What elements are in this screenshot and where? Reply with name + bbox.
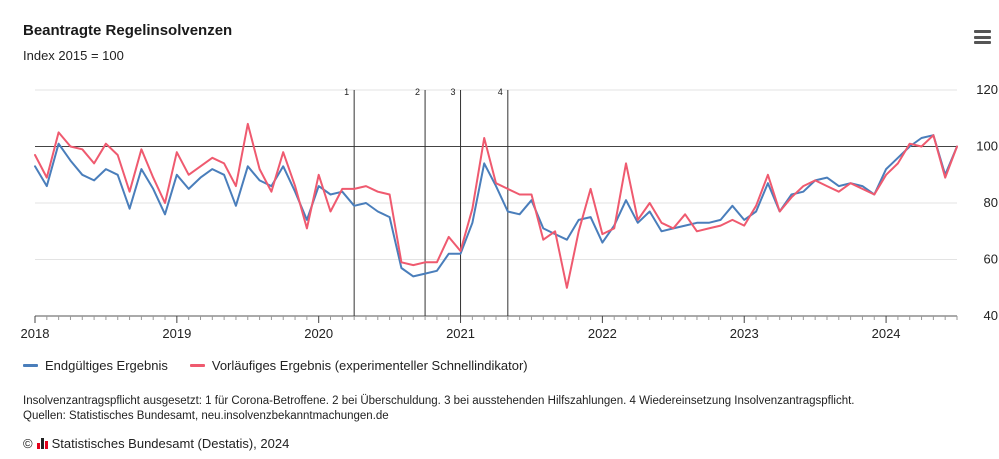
line-chart: 40 60 80 100 120 2018 2019 2020 2021 2022 2023 2024…: [21, 82, 998, 341]
chart-legend: Endgültiges Ergebnis Vorläufiges Ergebni…: [23, 358, 528, 373]
annotation-label-4: 4: [498, 87, 503, 97]
x-tick-label: 2019: [162, 326, 191, 341]
chart-title: Beantragte Regelinsolvenzen: [23, 22, 233, 39]
menu-bar: [974, 41, 991, 44]
annotation-label-1: 1: [344, 87, 349, 97]
y-tick-label: 120: [976, 82, 998, 97]
footnote-suspension: Insolvenzantragspflicht ausgesetzt: 1 fü…: [23, 395, 855, 407]
legend-label-preliminary: Vorläufiges Ergebnis (experimenteller Sc…: [211, 358, 528, 373]
destatis-logo-icon: [36, 438, 48, 449]
annotation-label-3: 3: [451, 87, 456, 97]
x-tick-label: 2018: [21, 326, 50, 341]
y-tick-label: 80: [984, 195, 998, 210]
y-tick-label: 40: [984, 308, 998, 323]
series-line-final: [34, 134, 958, 278]
menu-bar: [974, 35, 991, 39]
x-tick-label: 2023: [730, 326, 759, 341]
x-tick-label: 2021: [446, 326, 475, 341]
legend-label-final: Endgültiges Ergebnis: [45, 358, 168, 373]
legend-item-preliminary[interactable]: Vorläufiges Ergebnis (experimenteller Sc…: [189, 358, 528, 373]
hamburger-menu-icon[interactable]: [974, 30, 991, 44]
legend-item-final[interactable]: Endgültiges Ergebnis: [23, 358, 168, 373]
chart-subtitle: Index 2015 = 100: [23, 48, 124, 63]
copyright-symbol: ©: [23, 436, 33, 451]
y-tick-label: 60: [984, 252, 998, 267]
y-tick-label: 100: [976, 139, 998, 154]
x-tick-label: 2024: [872, 326, 901, 341]
annotation-label-2: 2: [415, 87, 420, 97]
footnote-sources: Quellen: Statistisches Bundesamt, neu.in…: [23, 410, 389, 422]
x-tick-label: 2022: [588, 326, 617, 341]
legend-swatch-final: [23, 364, 38, 367]
x-tick-label: 2020: [304, 326, 333, 341]
credit-line: © Statistisches Bundesamt (Destatis), 20…: [23, 436, 289, 451]
legend-swatch-preliminary: [189, 364, 205, 367]
footnote: Insolvenzantragspflicht ausgesetzt: 1 fü…: [23, 394, 855, 424]
menu-bar: [974, 30, 991, 33]
credit-text: Statistisches Bundesamt (Destatis), 2024: [51, 436, 290, 451]
series-line-preliminary: [34, 122, 958, 289]
